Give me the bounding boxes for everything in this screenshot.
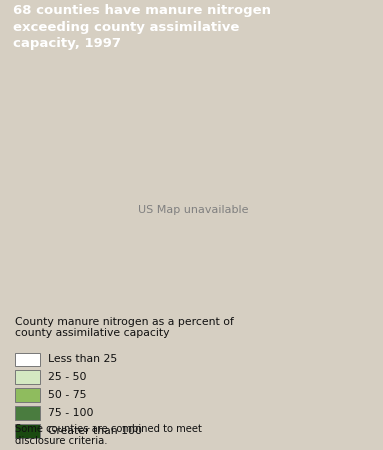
Bar: [15, 406, 40, 420]
Text: 50 - 75: 50 - 75: [48, 390, 87, 400]
Text: 25 - 50: 25 - 50: [48, 372, 87, 382]
Bar: [15, 370, 40, 384]
Bar: [15, 388, 40, 402]
Bar: [15, 352, 40, 366]
Text: 68 counties have manure nitrogen
exceeding county assimilative
capacity, 1997: 68 counties have manure nitrogen exceedi…: [13, 4, 271, 50]
Bar: [15, 424, 40, 438]
Text: 75 - 100: 75 - 100: [48, 408, 93, 418]
Text: County manure nitrogen as a percent of
county assimilative capacity: County manure nitrogen as a percent of c…: [15, 317, 234, 338]
Text: Some counties are combined to meet
disclosure criteria.: Some counties are combined to meet discl…: [15, 424, 202, 446]
Text: US Map unavailable: US Map unavailable: [138, 205, 249, 216]
Text: Less than 25: Less than 25: [48, 355, 117, 365]
Text: Greater than 100: Greater than 100: [48, 426, 142, 436]
